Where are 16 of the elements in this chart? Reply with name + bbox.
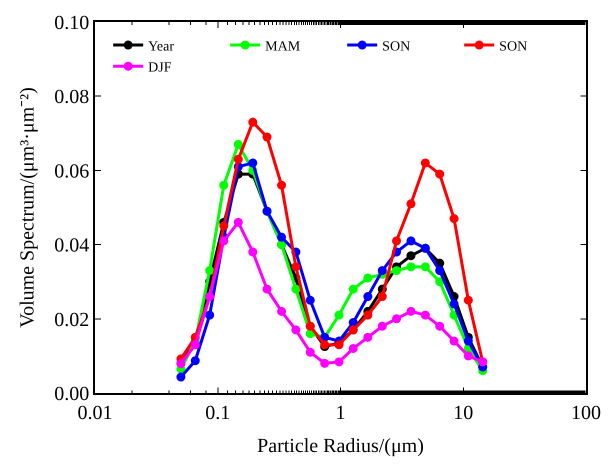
x-tick-label: 10	[453, 402, 474, 424]
legend-label: Year	[148, 39, 174, 54]
legend-label: DJF	[148, 60, 172, 76]
x-axis-title: Particle Radius/(μm)	[257, 434, 424, 457]
y-tick-label: 0.08	[54, 86, 90, 108]
x-tick-label: 100	[571, 402, 601, 424]
legend-label: SON	[382, 39, 410, 54]
x-tick-label: 1	[336, 402, 346, 424]
legend-label: SON	[499, 39, 528, 54]
y-axis-title: Volume Spectrum/(μm³·μm⁻²)	[16, 87, 38, 328]
x-tick-label: 0.1	[205, 402, 230, 424]
y-tick-label: 0.06	[54, 160, 90, 182]
y-tick-label: 0.02	[54, 308, 90, 331]
y-tick-label: 0.04	[54, 234, 90, 257]
y-tick-label: 0.10	[54, 12, 90, 34]
legend-label: MAM	[265, 39, 301, 54]
